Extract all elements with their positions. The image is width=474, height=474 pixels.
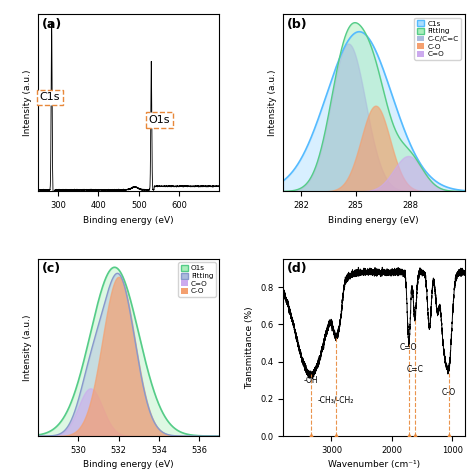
X-axis label: Wavenumber (cm⁻¹): Wavenumber (cm⁻¹) xyxy=(328,460,420,469)
Text: (d): (d) xyxy=(287,263,307,275)
X-axis label: Binding energy (eV): Binding energy (eV) xyxy=(83,216,174,225)
Legend: C1s, Fitting, C-C/C=C, C-O, C=O: C1s, Fitting, C-C/C=C, C-O, C=O xyxy=(414,18,461,60)
Legend: O1s, Fitting, C=O, C-O: O1s, Fitting, C=O, C-O xyxy=(178,263,216,297)
Text: C-O: C-O xyxy=(442,388,456,397)
Text: C=O: C=O xyxy=(400,343,418,352)
Text: O1s: O1s xyxy=(148,115,170,125)
X-axis label: Binding energy (eV): Binding energy (eV) xyxy=(328,216,419,225)
Text: C1s: C1s xyxy=(39,92,60,102)
X-axis label: Binding energy (eV): Binding energy (eV) xyxy=(83,460,174,469)
Text: (b): (b) xyxy=(287,18,307,31)
Y-axis label: Transmittance (%): Transmittance (%) xyxy=(246,306,255,389)
Y-axis label: Intensity (a.u.): Intensity (a.u.) xyxy=(23,314,32,381)
Text: -CH₃/-CH₂: -CH₃/-CH₂ xyxy=(318,395,355,404)
Text: C=C: C=C xyxy=(407,365,423,374)
Text: (c): (c) xyxy=(42,263,61,275)
Y-axis label: Intensity (a.u.): Intensity (a.u.) xyxy=(23,70,32,136)
Text: (a): (a) xyxy=(42,18,62,31)
Y-axis label: Intensity (a.u.): Intensity (a.u.) xyxy=(268,70,277,136)
Text: -OH: -OH xyxy=(303,376,318,385)
